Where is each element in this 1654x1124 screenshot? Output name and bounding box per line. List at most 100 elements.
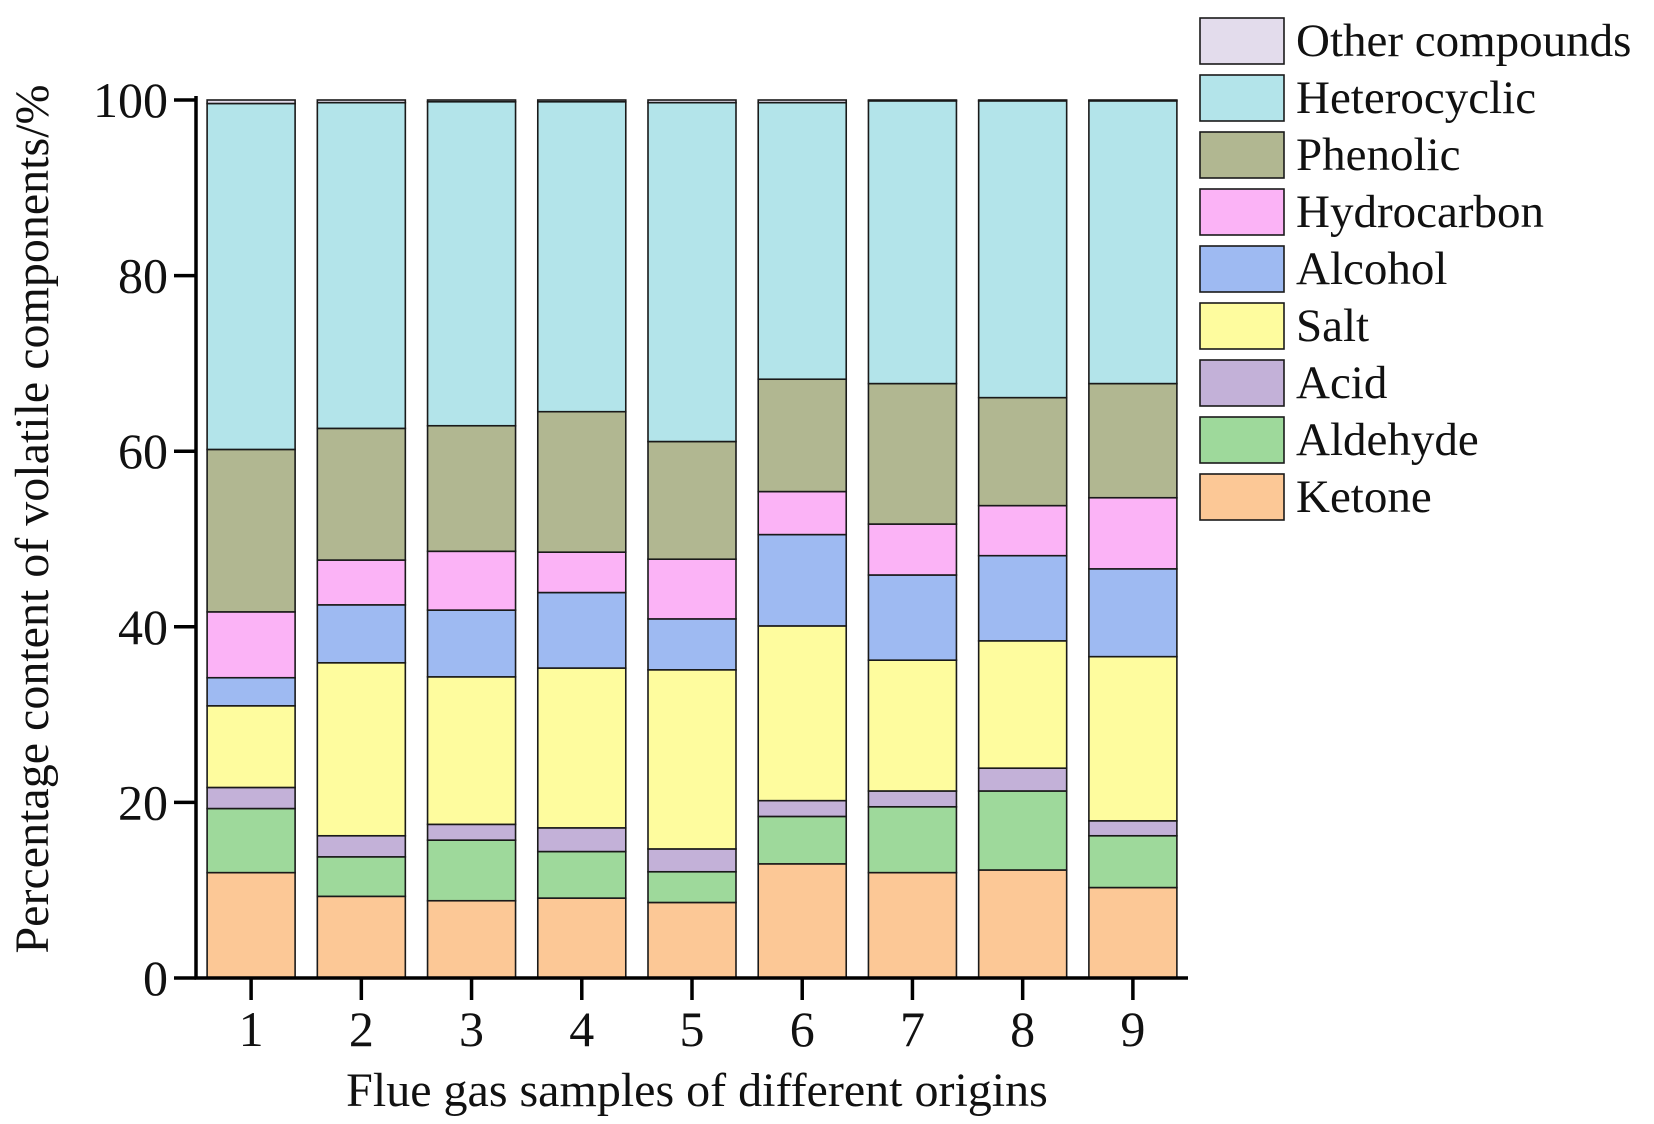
bar-segment-aldehyde-7 xyxy=(867,805,958,874)
bar-segment-other-compounds-4 xyxy=(536,99,627,103)
bar-segment-heterocyclic-6 xyxy=(757,101,848,381)
axes-group: 0 20 40 60 80 100 1 2 3 4 5 6 7 8 9 xyxy=(93,72,1188,1057)
bar-segment-hydrocarbon-7 xyxy=(867,523,958,576)
bar-segment-acid-2 xyxy=(316,834,407,858)
bar-segment-salt-6 xyxy=(757,625,848,802)
bar-segment-alcohol-2 xyxy=(316,604,407,664)
bar-stack-3 xyxy=(426,99,517,979)
bar-segment-acid-6 xyxy=(757,799,848,818)
bar-segment-phenolic-1 xyxy=(206,448,296,613)
legend-swatch-alcohol xyxy=(1199,245,1285,293)
bar-segment-phenolic-4 xyxy=(536,410,627,553)
bar-segment-phenolic-2 xyxy=(316,427,407,561)
bar-segment-phenolic-6 xyxy=(757,378,848,493)
legend-swatch-other-compounds xyxy=(1199,17,1285,65)
bar-segment-heterocyclic-7 xyxy=(867,100,958,385)
legend-label-heterocyclic: Heterocyclic xyxy=(1296,72,1536,124)
bar-segment-ketone-4 xyxy=(536,897,627,979)
bar-segment-hydrocarbon-3 xyxy=(426,550,517,611)
bar-segment-phenolic-5 xyxy=(647,440,737,560)
bar-segment-heterocyclic-4 xyxy=(536,100,627,413)
bar-stack-2 xyxy=(316,99,407,979)
y-tick-label-100: 100 xyxy=(93,72,168,128)
x-tick-label-1: 1 xyxy=(239,1001,264,1057)
bar-segment-salt-5 xyxy=(647,669,737,850)
bar-stack-1 xyxy=(206,99,296,979)
legend-swatch-acid xyxy=(1199,359,1285,407)
bar-segment-aldehyde-4 xyxy=(536,850,627,899)
legend-item-other-compounds: Other compounds xyxy=(1199,15,1631,67)
bar-stack-6 xyxy=(757,99,848,979)
legend-swatch-heterocyclic xyxy=(1199,74,1285,122)
y-tick-label-60: 60 xyxy=(118,423,168,479)
bar-segment-ketone-1 xyxy=(206,871,296,979)
bar-segment-acid-7 xyxy=(867,790,958,808)
bar-segment-aldehyde-6 xyxy=(757,815,848,865)
bar-segment-aldehyde-2 xyxy=(316,856,407,898)
bar-segment-aldehyde-3 xyxy=(426,839,517,902)
y-tick-label-0: 0 xyxy=(143,950,168,1006)
legend-item-salt: Salt xyxy=(1199,300,1369,352)
legend-swatch-salt xyxy=(1199,302,1285,350)
bar-segment-aldehyde-5 xyxy=(647,870,737,904)
legend-item-heterocyclic: Heterocyclic xyxy=(1199,72,1536,124)
bar-segment-other-compounds-7 xyxy=(867,99,958,102)
bar-segment-other-compounds-5 xyxy=(647,99,737,104)
bar-segment-other-compounds-3 xyxy=(426,99,517,103)
bar-segment-salt-4 xyxy=(536,667,627,829)
bar-segment-salt-1 xyxy=(206,705,296,789)
bar-segment-acid-3 xyxy=(426,823,517,841)
bar-segment-alcohol-3 xyxy=(426,609,517,678)
bar-segment-ketone-8 xyxy=(977,869,1068,979)
bar-segment-aldehyde-9 xyxy=(1088,834,1178,889)
bar-segment-heterocyclic-1 xyxy=(206,102,296,451)
y-tick-label-20: 20 xyxy=(118,774,168,830)
legend-item-phenolic: Phenolic xyxy=(1199,129,1460,181)
legend-swatch-phenolic xyxy=(1199,131,1285,179)
bar-segment-other-compounds-8 xyxy=(977,99,1068,102)
bar-segment-ketone-3 xyxy=(426,899,517,979)
y-tick-label-80: 80 xyxy=(118,248,168,304)
bar-segment-phenolic-9 xyxy=(1088,382,1178,499)
bar-segment-heterocyclic-5 xyxy=(647,101,737,443)
legend-swatch-hydrocarbon xyxy=(1199,188,1285,236)
legend-label-other-compounds: Other compounds xyxy=(1296,15,1631,67)
bar-segment-aldehyde-1 xyxy=(206,807,296,874)
bar-segment-salt-8 xyxy=(977,640,1068,769)
x-tick-label-3: 3 xyxy=(459,1001,484,1057)
bar-stack-5 xyxy=(647,99,737,979)
bar-segment-other-compounds-2 xyxy=(316,99,407,104)
legend-label-ketone: Ketone xyxy=(1296,471,1432,523)
x-tick-label-4: 4 xyxy=(569,1001,594,1057)
x-tick-label-5: 5 xyxy=(680,1001,705,1057)
legend-item-ketone: Ketone xyxy=(1199,471,1432,523)
bar-segment-phenolic-3 xyxy=(426,424,517,553)
bar-segment-acid-4 xyxy=(536,827,627,853)
bar-segment-ketone-6 xyxy=(757,863,848,979)
bar-segment-hydrocarbon-5 xyxy=(647,558,737,620)
bar-segment-salt-7 xyxy=(867,659,958,792)
legend-item-alcohol: Alcohol xyxy=(1199,243,1447,295)
x-tick-label-8: 8 xyxy=(1010,1001,1035,1057)
bar-segment-alcohol-7 xyxy=(867,574,958,661)
bar-segment-heterocyclic-9 xyxy=(1088,100,1178,385)
bar-segment-alcohol-5 xyxy=(647,618,737,671)
bar-stack-9 xyxy=(1088,99,1178,979)
bar-segment-acid-5 xyxy=(647,848,737,873)
bar-stack-4 xyxy=(536,99,627,979)
legend-swatch-aldehyde xyxy=(1199,416,1285,464)
bars-group xyxy=(206,99,1178,979)
bar-segment-ketone-5 xyxy=(647,901,737,979)
y-tick-label-40: 40 xyxy=(118,599,168,655)
bar-segment-hydrocarbon-2 xyxy=(316,559,407,606)
bar-segment-other-compounds-6 xyxy=(757,99,848,104)
legend-label-phenolic: Phenolic xyxy=(1296,129,1460,181)
x-axis-label: Flue gas samples of different origins xyxy=(346,1064,1048,1117)
bar-segment-phenolic-7 xyxy=(867,382,958,525)
bar-segment-heterocyclic-2 xyxy=(316,101,407,430)
bar-segment-ketone-7 xyxy=(867,871,958,979)
bar-segment-alcohol-1 xyxy=(206,676,296,707)
bar-segment-other-compounds-1 xyxy=(206,99,296,105)
